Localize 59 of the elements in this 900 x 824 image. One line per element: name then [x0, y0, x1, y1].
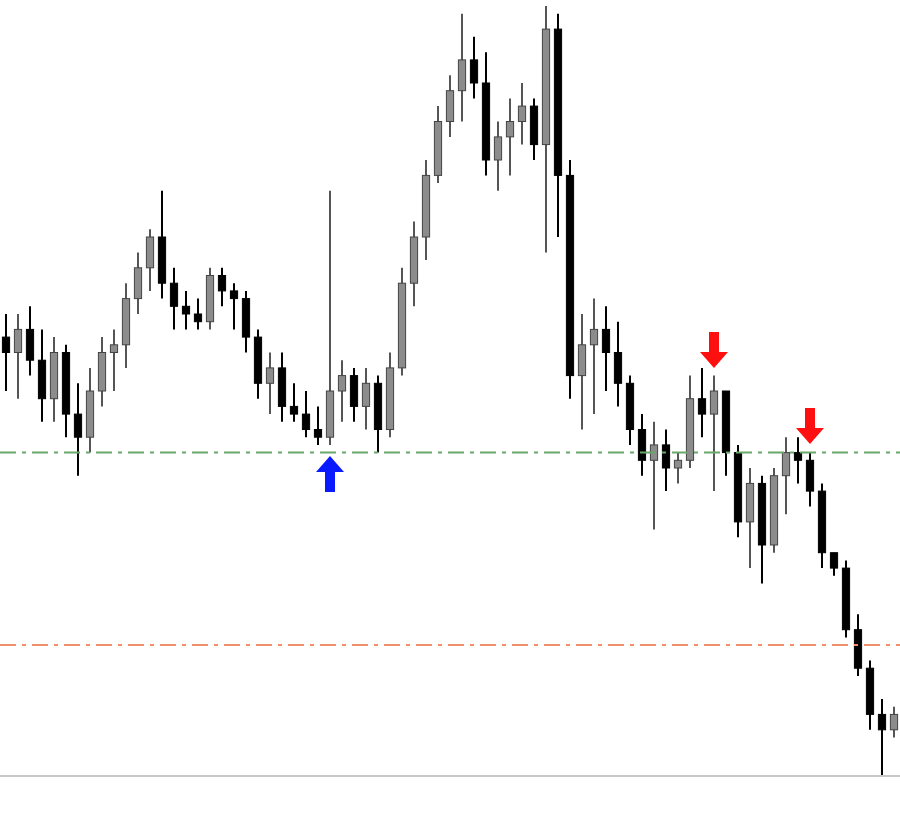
candlestick	[157, 189, 167, 300]
candlestick	[277, 351, 287, 423]
candlestick	[133, 251, 143, 315]
candlestick	[73, 382, 83, 477]
candlestick	[889, 705, 899, 739]
candlestick	[709, 374, 719, 493]
candlestick	[349, 366, 359, 423]
candlestick	[337, 359, 347, 423]
candlestick	[697, 366, 707, 439]
candlestick	[673, 451, 683, 485]
candlestick	[469, 35, 479, 100]
candlestick	[361, 366, 371, 431]
candlestick	[109, 328, 119, 392]
candlestick	[493, 120, 503, 192]
candlestick	[1, 313, 11, 392]
candlestick	[325, 189, 335, 446]
candlestick	[301, 390, 311, 439]
candlestick	[877, 698, 887, 776]
candlestick	[373, 374, 383, 454]
candlestick	[145, 228, 155, 292]
candlestick	[217, 266, 227, 308]
candlestick	[37, 328, 47, 423]
candlestick	[85, 366, 95, 454]
candlestick	[289, 382, 299, 423]
candlestick	[613, 320, 623, 408]
candlestick	[601, 305, 611, 392]
candlestick	[589, 297, 599, 416]
candlestick	[853, 613, 863, 677]
candlestick	[793, 436, 803, 485]
candlestick	[229, 282, 239, 331]
candlestick	[253, 328, 263, 400]
candlestick	[313, 405, 323, 446]
candlestick	[865, 659, 875, 731]
candlestick	[529, 97, 539, 161]
candlestick	[49, 336, 59, 423]
candlestick	[517, 82, 527, 146]
candlestick	[121, 282, 131, 369]
candlestick	[505, 97, 515, 177]
candlestick	[241, 289, 251, 354]
candlestick	[265, 351, 275, 416]
candlestick	[97, 336, 107, 408]
candlestick	[445, 74, 455, 138]
candlestick	[169, 266, 179, 331]
candlestick	[781, 436, 791, 516]
candlestick	[637, 413, 647, 477]
candlestick	[649, 420, 659, 531]
candlestick	[181, 289, 191, 331]
candlestick	[829, 551, 839, 577]
candlestick	[577, 313, 587, 431]
candlestick	[805, 451, 815, 508]
candlestick	[25, 305, 35, 377]
candlestick	[409, 220, 419, 308]
candlestick	[457, 12, 467, 123]
candlestick	[661, 428, 671, 493]
candlestick	[625, 374, 635, 446]
candlestick	[745, 467, 755, 570]
candlestick	[205, 266, 215, 331]
candlestick	[193, 297, 203, 331]
candlestick	[13, 313, 23, 400]
